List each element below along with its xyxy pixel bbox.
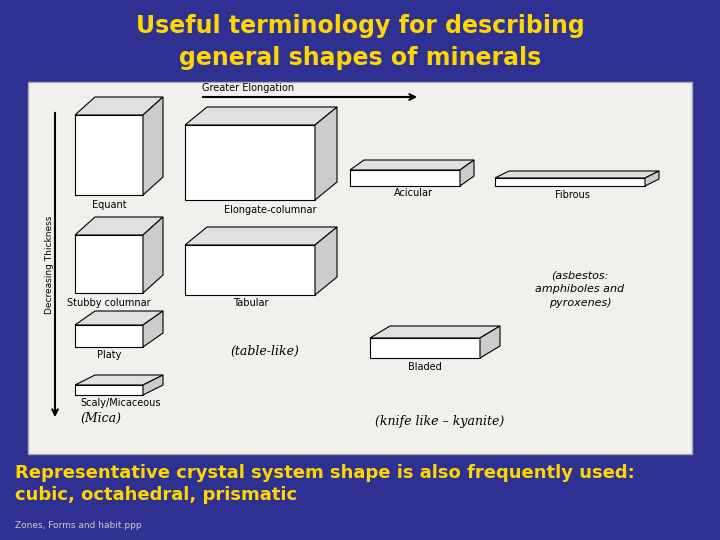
Polygon shape bbox=[143, 375, 163, 395]
Polygon shape bbox=[350, 160, 474, 170]
Polygon shape bbox=[315, 107, 337, 200]
Polygon shape bbox=[75, 217, 163, 235]
Polygon shape bbox=[75, 385, 143, 395]
Polygon shape bbox=[645, 171, 659, 186]
Polygon shape bbox=[480, 326, 500, 358]
Polygon shape bbox=[75, 115, 143, 195]
Polygon shape bbox=[143, 311, 163, 347]
Polygon shape bbox=[75, 311, 163, 325]
Text: Scaly/Micaceous: Scaly/Micaceous bbox=[80, 398, 161, 408]
Polygon shape bbox=[75, 97, 163, 115]
Text: Elongate-columnar: Elongate-columnar bbox=[224, 205, 316, 215]
Text: (Mica): (Mica) bbox=[80, 412, 121, 425]
Polygon shape bbox=[185, 107, 337, 125]
Text: (knife like – kyanite): (knife like – kyanite) bbox=[375, 415, 505, 428]
Text: Zones, Forms and habit.ppp: Zones, Forms and habit.ppp bbox=[15, 521, 142, 530]
Polygon shape bbox=[185, 245, 315, 295]
Polygon shape bbox=[350, 170, 460, 186]
Polygon shape bbox=[75, 235, 143, 293]
Text: Decreasing Thickness: Decreasing Thickness bbox=[45, 216, 53, 314]
Text: Platy: Platy bbox=[96, 350, 121, 360]
Bar bbox=[28, 82, 692, 454]
Polygon shape bbox=[75, 375, 163, 385]
Polygon shape bbox=[143, 217, 163, 293]
Text: Fibrous: Fibrous bbox=[554, 190, 590, 200]
Polygon shape bbox=[370, 338, 480, 358]
Polygon shape bbox=[315, 227, 337, 295]
Text: Bladed: Bladed bbox=[408, 362, 442, 372]
Text: Greater Elongation: Greater Elongation bbox=[202, 83, 294, 93]
Polygon shape bbox=[495, 178, 645, 186]
Polygon shape bbox=[143, 97, 163, 195]
Polygon shape bbox=[185, 125, 315, 200]
Polygon shape bbox=[460, 160, 474, 186]
Polygon shape bbox=[370, 326, 500, 338]
Text: (asbestos:
amphiboles and
pyroxenes): (asbestos: amphiboles and pyroxenes) bbox=[536, 270, 624, 308]
Text: Representative crystal system shape is also frequently used:
cubic, octahedral, : Representative crystal system shape is a… bbox=[15, 464, 635, 504]
Polygon shape bbox=[495, 171, 659, 178]
Polygon shape bbox=[75, 325, 143, 347]
Polygon shape bbox=[185, 227, 337, 245]
Text: Tabular: Tabular bbox=[233, 298, 269, 308]
Text: Stubby columnar: Stubby columnar bbox=[67, 298, 150, 308]
Text: Equant: Equant bbox=[91, 200, 126, 210]
Text: Acicular: Acicular bbox=[394, 188, 433, 198]
Text: Useful terminology for describing
general shapes of minerals: Useful terminology for describing genera… bbox=[135, 14, 585, 70]
Text: (table-like): (table-like) bbox=[230, 345, 300, 358]
